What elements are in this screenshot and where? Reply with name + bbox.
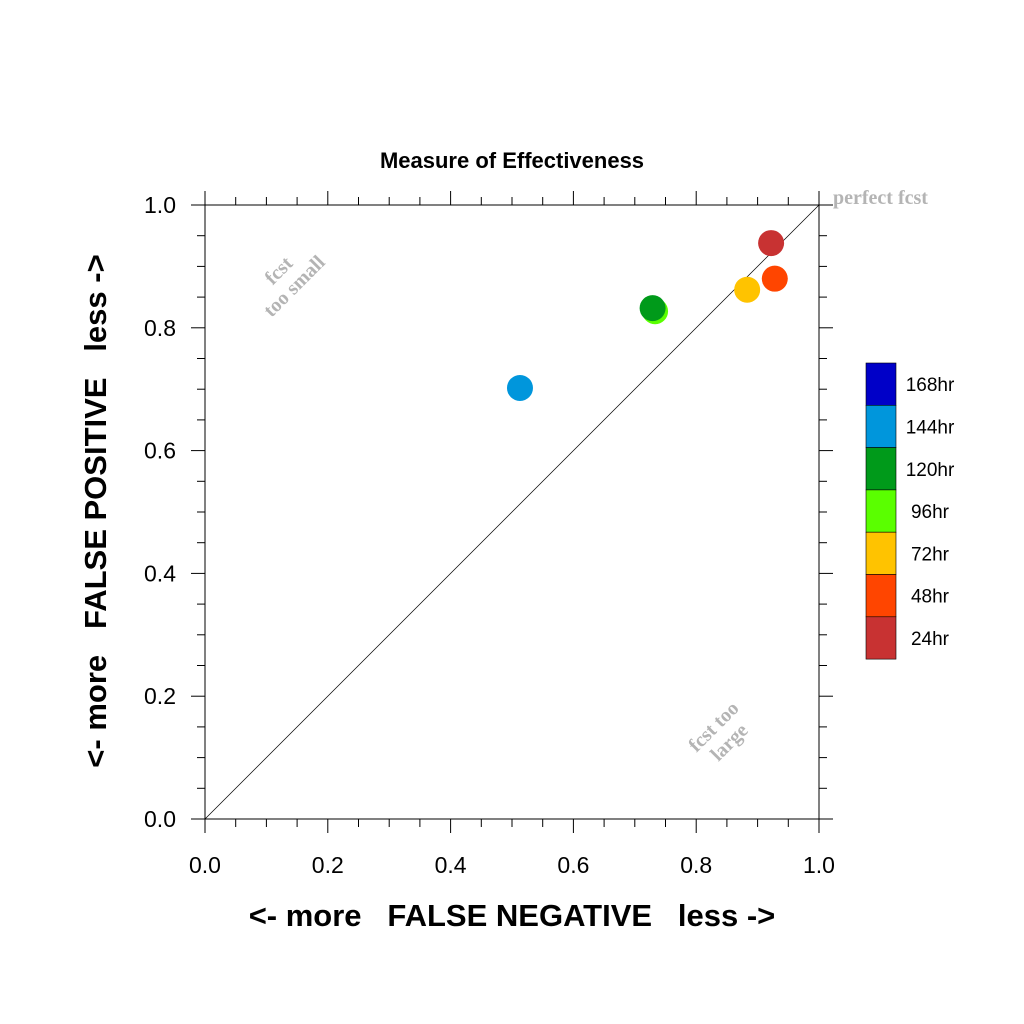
y-tick-label: 0.2 bbox=[144, 683, 176, 709]
perfect-forecast-line bbox=[204, 204, 820, 820]
fcst-too-small-label: fcsttoo small bbox=[244, 236, 330, 322]
legend-label-144hr: 144hr bbox=[906, 417, 955, 438]
x-tick-label: 0.2 bbox=[312, 852, 344, 878]
x-tick-label: 0.6 bbox=[557, 852, 589, 878]
y-tick-label: 1.0 bbox=[144, 192, 176, 218]
legend-swatch-120hr bbox=[865, 447, 897, 491]
legend-swatch-72hr bbox=[865, 531, 897, 575]
y-tick-label: 0.0 bbox=[144, 806, 176, 832]
y-tick-label: 0.6 bbox=[144, 438, 176, 464]
legend-label-120hr: 120hr bbox=[906, 460, 955, 481]
y-axis-label: <- more FALSE POSITIVE less -> bbox=[78, 254, 113, 767]
legend-swatch-24hr bbox=[865, 616, 897, 660]
legend: 168hr 144hr 120hr 96hr 72hr 48hr 24hr bbox=[865, 362, 955, 660]
legend-label-168hr: 168hr bbox=[906, 375, 955, 396]
legend-label-72hr: 72hr bbox=[911, 544, 950, 565]
point-24hr bbox=[758, 230, 785, 257]
data-points bbox=[506, 230, 788, 401]
fcst-too-large-label: fcst toolarge bbox=[684, 697, 759, 772]
legend-swatch-144hr bbox=[865, 404, 897, 448]
y-tick-label: 0.4 bbox=[144, 560, 176, 586]
x-tick-label: 0.4 bbox=[435, 852, 467, 878]
point-144hr bbox=[506, 374, 533, 401]
point-120hr bbox=[639, 295, 666, 322]
axis-ticks bbox=[191, 191, 833, 833]
legend-swatch-96hr bbox=[865, 489, 897, 533]
legend-label-48hr: 48hr bbox=[911, 587, 950, 608]
legend-label-24hr: 24hr bbox=[911, 629, 950, 650]
point-72hr bbox=[734, 276, 761, 303]
legend-swatch-48hr bbox=[865, 574, 897, 618]
legend-swatch-168hr bbox=[865, 362, 897, 406]
x-tick-label: 1.0 bbox=[803, 852, 835, 878]
x-tick-label: 0.0 bbox=[189, 852, 221, 878]
legend-label-96hr: 96hr bbox=[911, 502, 950, 523]
x-tick-label: 0.8 bbox=[680, 852, 712, 878]
chart-title: Measure of Effectiveness bbox=[380, 148, 644, 173]
y-tick-label: 0.8 bbox=[144, 315, 176, 341]
perfect-forecast-label: perfect fcst bbox=[833, 187, 928, 209]
point-48hr bbox=[761, 265, 788, 292]
x-axis-label: <- more FALSE NEGATIVE less -> bbox=[249, 898, 776, 933]
plot-area: 0.0 0.2 0.4 0.6 0.8 1.0 0.0 0.2 0.4 0.6 0.8 1.0 fcst… bbox=[144, 191, 835, 878]
